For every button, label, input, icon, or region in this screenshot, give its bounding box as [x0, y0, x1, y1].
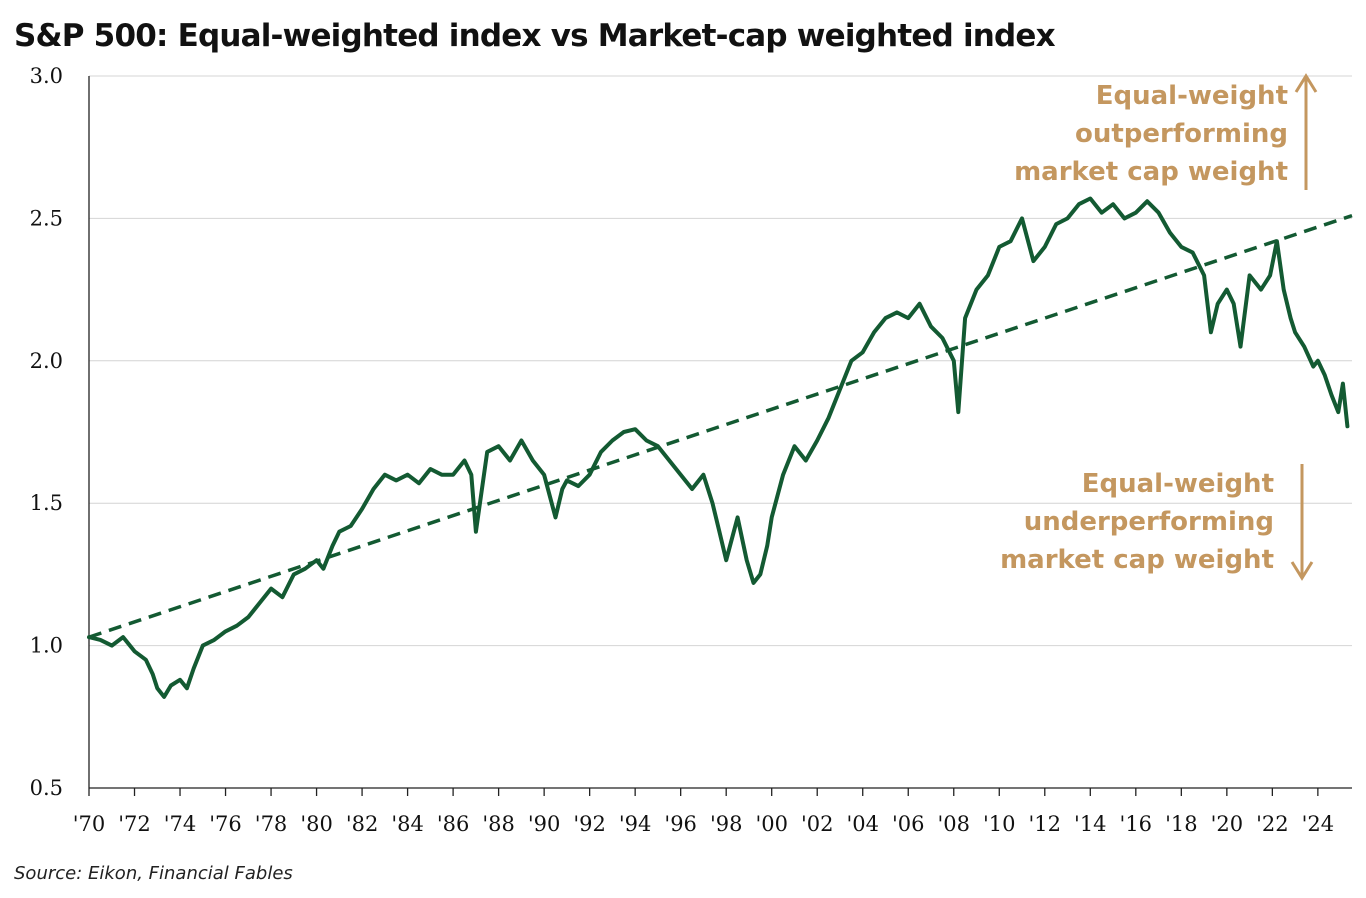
- x-tick-label: '84: [391, 812, 424, 836]
- x-tick-label: '06: [892, 812, 925, 836]
- y-tick-label: 1.5: [30, 491, 63, 515]
- x-tick-label: '80: [300, 812, 333, 836]
- annotation-upper-line-1: Equal-weight: [1096, 81, 1288, 111]
- x-tick-label: '98: [710, 812, 743, 836]
- annotation-upper-line-2: outperforming: [1075, 119, 1288, 149]
- gridlines: [89, 75, 1352, 647]
- x-tick-label: '08: [938, 812, 971, 836]
- x-tick-label: '14: [1074, 812, 1107, 836]
- y-tick-label: 0.5: [30, 776, 63, 800]
- x-tick-label: '24: [1302, 812, 1335, 836]
- x-tick-label: '00: [755, 812, 788, 836]
- x-tick-label: '04: [846, 812, 879, 836]
- annotation-lower-line-2: underperforming: [1024, 507, 1274, 537]
- ratio-line: [87, 196, 1350, 699]
- x-tick-labels: '70 '72 '74 '76 '78 '80 '82 '84 '86 '88 '90 '92 '94 '…: [73, 788, 1334, 836]
- x-tick-label: '74: [164, 812, 197, 836]
- x-tick-label: '82: [346, 812, 379, 836]
- annotation-lower-line-3: market cap weight: [1000, 545, 1274, 575]
- y-tick-labels: 0.5 1.0 1.5 2.0 2.5 3.0: [30, 64, 63, 800]
- annotation-upper: Equal-weight outperforming market cap we…: [1014, 73, 1318, 190]
- annotation-upper-line-3: market cap weight: [1014, 157, 1288, 187]
- up-arrow-icon: [1294, 73, 1318, 190]
- x-tick-label: '16: [1120, 812, 1153, 836]
- x-tick-label: '72: [118, 812, 151, 836]
- x-tick-label: '86: [437, 812, 470, 836]
- x-tick-label: '92: [573, 812, 606, 836]
- x-tick-label: '70: [73, 812, 106, 836]
- x-tick-label: '76: [209, 812, 242, 836]
- x-tick-label: '22: [1256, 812, 1289, 836]
- down-arrow-icon: [1290, 464, 1314, 581]
- x-tick-label: '20: [1211, 812, 1244, 836]
- x-tick-label: '96: [664, 812, 697, 836]
- y-tick-label: 2.5: [30, 206, 63, 230]
- y-tick-label: 2.0: [30, 349, 63, 373]
- trend-line: [88, 213, 1353, 639]
- x-tick-label: '78: [255, 812, 288, 836]
- annotation-lower-line-1: Equal-weight: [1082, 469, 1274, 499]
- x-tick-label: '10: [983, 812, 1016, 836]
- y-tick-label: 1.0: [30, 634, 63, 658]
- x-tick-label: '94: [619, 812, 652, 836]
- chart-title: S&P 500: Equal-weighted index vs Market-…: [14, 18, 1056, 54]
- axes: [88, 76, 1352, 789]
- x-tick-label: '90: [528, 812, 561, 836]
- series-layer: [87, 196, 1353, 699]
- x-tick-label: '18: [1165, 812, 1198, 836]
- x-tick-label: '88: [482, 812, 515, 836]
- source-note: Source: Eikon, Financial Fables: [14, 863, 293, 884]
- annotation-lower: Equal-weight underperforming market cap …: [1000, 464, 1314, 581]
- x-tick-label: '12: [1029, 812, 1062, 836]
- y-tick-label: 3.0: [30, 64, 63, 88]
- x-tick-label: '02: [801, 812, 834, 836]
